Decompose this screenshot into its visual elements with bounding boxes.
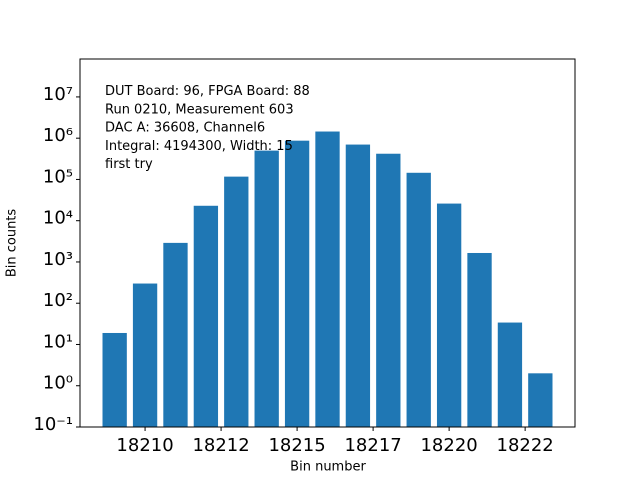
annotation: Integral: 4194300, Width: 15 [105, 139, 293, 154]
annotation: DUT Board: 96, FPGA Board: 88 [105, 84, 310, 99]
bar [102, 332, 127, 427]
x-tick-label: 18210 [116, 435, 173, 456]
x-tick-label: 18212 [192, 435, 249, 456]
x-tick-label: 18222 [497, 435, 554, 456]
bar [224, 176, 249, 427]
bar [345, 144, 371, 427]
bar [163, 242, 188, 427]
x-tick-label: 18217 [344, 435, 401, 456]
y-tick-label: 10⁰ [43, 373, 73, 394]
x-tick-label: 18215 [268, 435, 325, 456]
annotation: DAC A: 36608, Channel6 [105, 121, 265, 136]
y-tick-label: 10¹ [43, 331, 73, 352]
bar [284, 140, 310, 428]
plot-frame [79, 58, 576, 428]
bar [254, 150, 279, 427]
bar [528, 373, 553, 427]
y-axis-label: Bin counts [5, 209, 20, 278]
bar [193, 205, 219, 427]
y-tick-label: 10⁻¹ [33, 414, 73, 435]
annotation: first try [105, 157, 153, 172]
bar [436, 203, 462, 427]
y-tick-label: 10⁶ [43, 125, 73, 146]
y-tick-label: 10³ [43, 249, 73, 270]
bar [467, 252, 492, 427]
bar [132, 283, 158, 427]
bar [315, 131, 340, 427]
bar [406, 172, 431, 427]
bar [376, 153, 401, 428]
annotation: Run 0210, Measurement 603 [105, 102, 294, 117]
x-tick-label: 18220 [420, 435, 477, 456]
y-tick-label: 10² [43, 290, 73, 311]
y-tick-label: 10⁷ [43, 84, 73, 105]
y-tick-label: 10⁴ [43, 208, 73, 229]
bar [497, 322, 523, 427]
x-axis-label: Bin number [290, 460, 366, 475]
y-tick-label: 10⁵ [43, 166, 73, 187]
